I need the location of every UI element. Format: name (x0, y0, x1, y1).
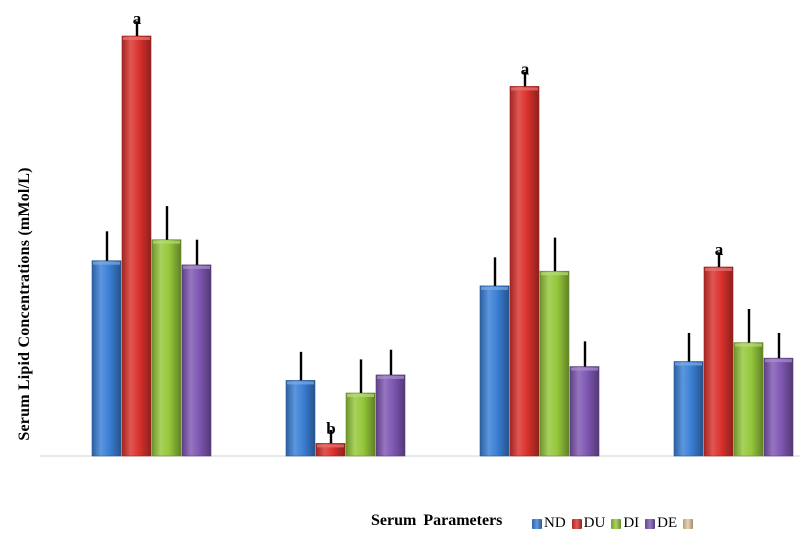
bar-DE-group-2 (375, 374, 406, 457)
bar-ND-group-2 (285, 380, 316, 457)
bar-DI-group-3 (539, 270, 570, 457)
bars-layer: a b a a (91, 9, 794, 457)
bar-DI-group-4 (733, 342, 764, 457)
legend-label: ND (544, 515, 566, 531)
legend-swatch (611, 518, 622, 529)
bar-highlight (541, 272, 568, 276)
x-axis-label: Serum Parameters (371, 512, 503, 529)
legend-swatch (683, 518, 694, 529)
legend: ND DU DI DE (532, 515, 701, 532)
bar-ND-group-1 (91, 260, 122, 457)
bar-highlight (377, 375, 404, 379)
significance-label: a (133, 9, 142, 28)
legend-item-blank (683, 518, 695, 529)
bar-highlight (183, 265, 210, 269)
legend-label: DE (657, 515, 678, 531)
bar-highlight (481, 286, 508, 290)
y-axis-label: Serum Lipid Concentrations (mMol/L) (16, 167, 33, 441)
bar-highlight (571, 367, 598, 371)
bar-highlight (287, 381, 314, 385)
bar-highlight (153, 240, 180, 244)
bar-ND-group-3 (479, 285, 510, 457)
bar-DI-group-2 (345, 392, 376, 457)
bar-DE-group-4 (763, 357, 794, 457)
legend-item-ND: ND (532, 515, 566, 532)
bar-ND-group-4 (673, 361, 704, 457)
bar-DU-group-4 (703, 266, 734, 457)
significance-label: b (326, 419, 335, 438)
legend-item-DU: DU (571, 515, 606, 532)
significance-label: a (521, 59, 530, 78)
legend-swatch (532, 518, 542, 529)
bar-highlight (511, 87, 538, 91)
legend-swatch (571, 518, 582, 529)
legend-item-DI: DI (611, 515, 639, 532)
bar-DI-group-1 (151, 239, 182, 457)
bar-highlight (675, 362, 702, 366)
bar-highlight (765, 359, 792, 363)
bar-highlight (347, 394, 374, 397)
bar-highlight (93, 261, 120, 265)
bar-highlight (705, 268, 732, 271)
bar-DU-group-3 (509, 86, 540, 457)
legend-swatch (645, 518, 656, 529)
bar-DE-group-3 (569, 366, 600, 457)
bar-DU-group-1 (121, 35, 152, 457)
bar-DE-group-1 (181, 264, 212, 457)
bar-highlight (317, 444, 344, 448)
bar-highlight (735, 343, 762, 347)
legend-label: DI (623, 515, 640, 531)
legend-item-DE: DE (645, 515, 677, 532)
legend-label: DU (583, 515, 606, 531)
bar-highlight (123, 37, 150, 40)
significance-label: a (715, 240, 724, 259)
